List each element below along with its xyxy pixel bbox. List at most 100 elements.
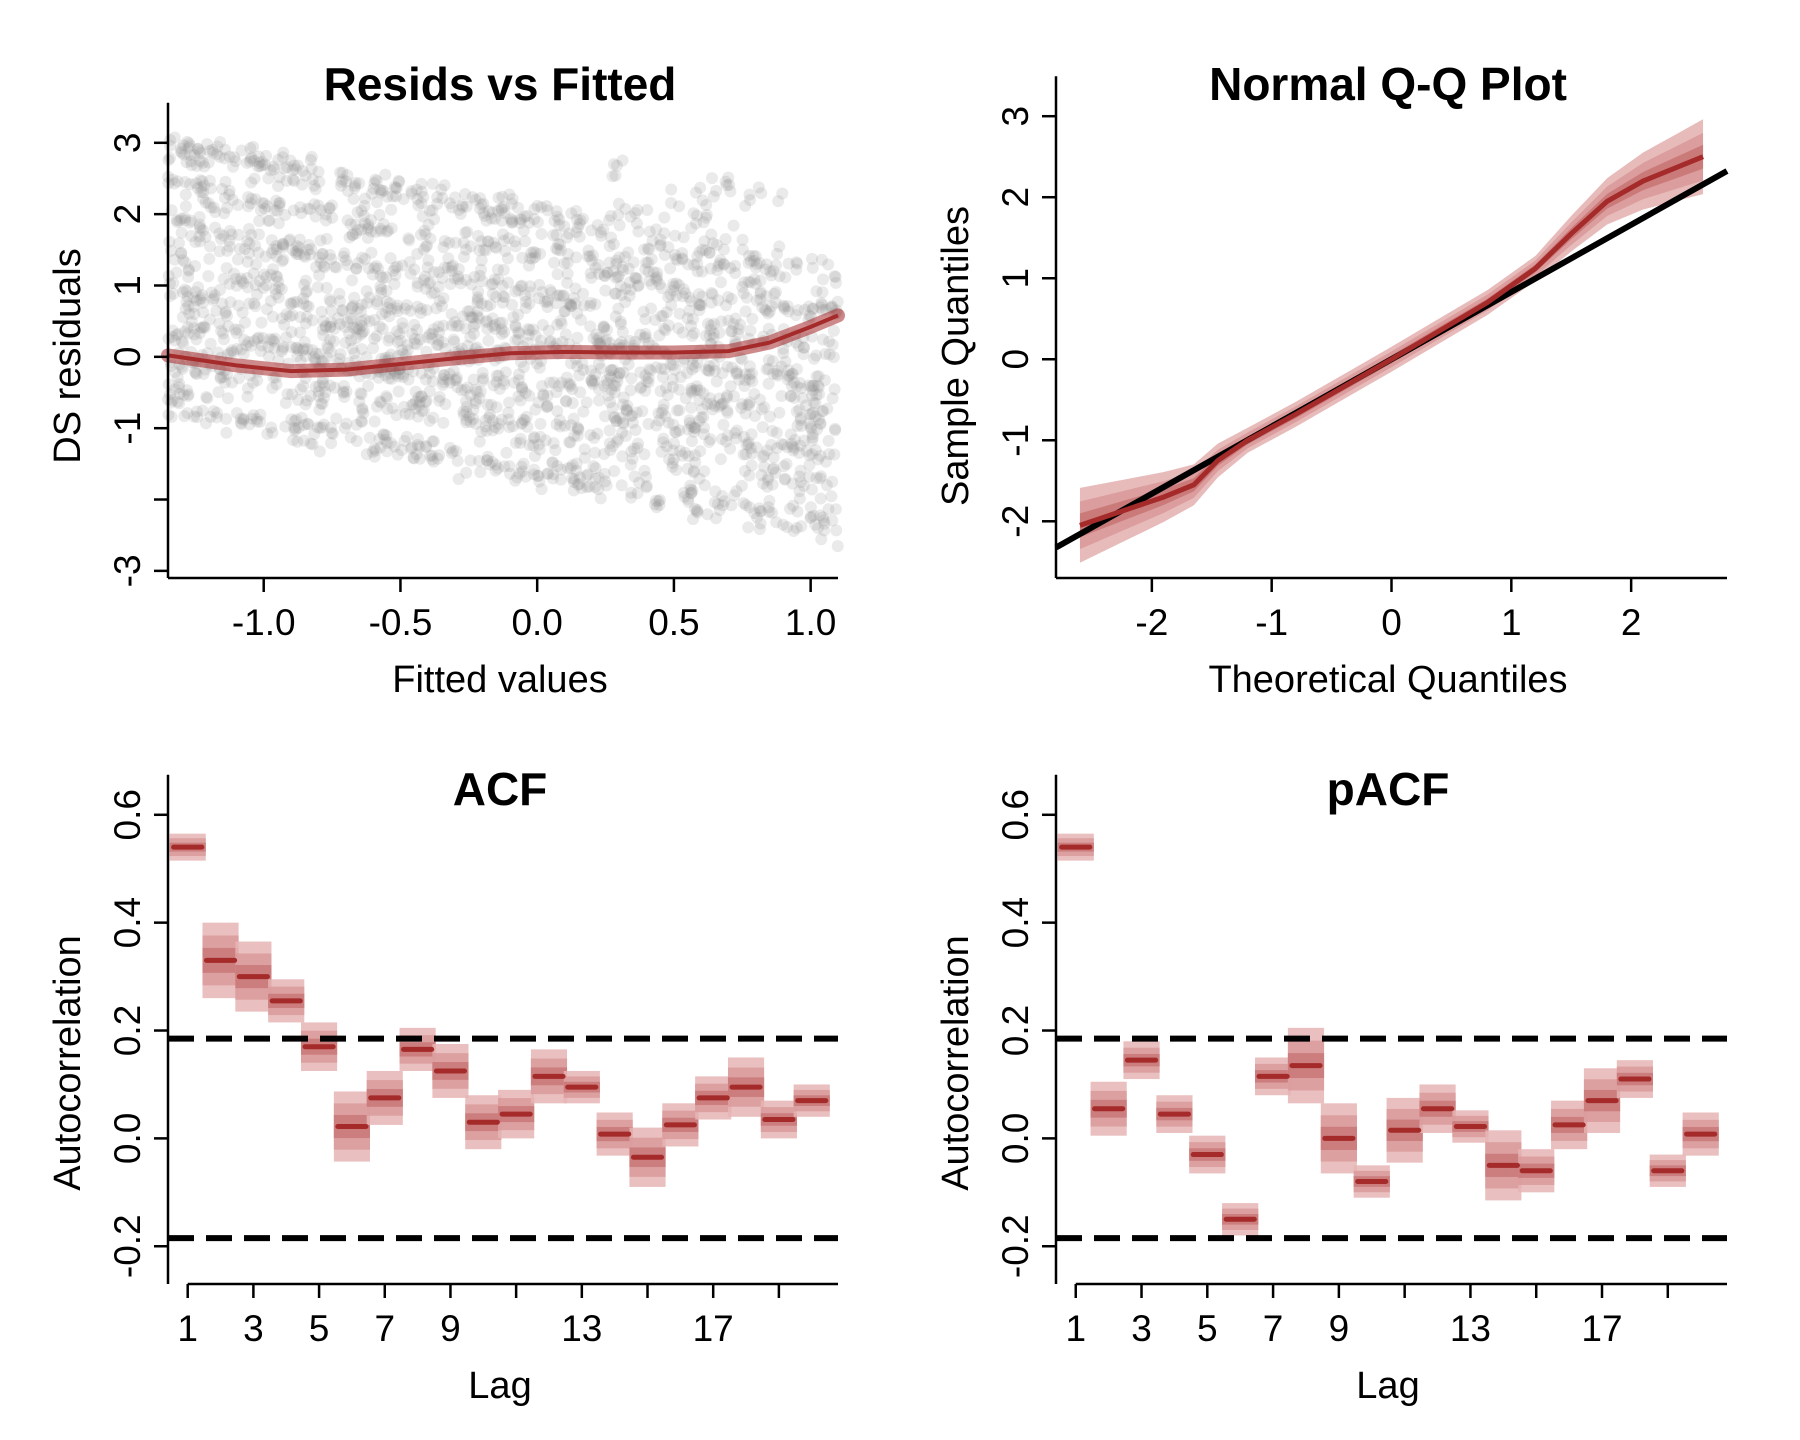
residual-point xyxy=(681,312,694,325)
residual-point xyxy=(512,390,525,403)
residual-point xyxy=(248,172,261,185)
residual-point xyxy=(574,313,587,326)
residual-point xyxy=(796,391,809,404)
residual-point xyxy=(527,323,540,336)
residual-point xyxy=(509,285,522,298)
residual-point xyxy=(424,276,437,289)
residual-point xyxy=(305,162,318,175)
residual-point xyxy=(527,468,540,481)
residual-point xyxy=(683,414,696,427)
residual-point xyxy=(666,444,679,457)
residual-point xyxy=(662,241,675,254)
residual-point xyxy=(714,276,727,289)
residual-point xyxy=(317,259,330,272)
residual-point xyxy=(698,235,711,248)
residual-point xyxy=(486,312,499,325)
residual-point xyxy=(260,271,273,284)
residual-point xyxy=(469,317,482,330)
residual-point xyxy=(753,523,766,536)
residual-point xyxy=(467,327,480,340)
residual-point xyxy=(800,399,813,412)
residual-point xyxy=(349,227,362,240)
residual-point xyxy=(356,402,369,415)
residual-point xyxy=(460,200,473,213)
residual-point xyxy=(705,319,718,332)
residual-point xyxy=(563,436,576,449)
residual-point xyxy=(393,327,406,340)
residual-point xyxy=(355,319,368,332)
residual-point xyxy=(609,271,622,284)
residual-point xyxy=(480,214,493,227)
residual-point xyxy=(507,311,520,324)
residual-point xyxy=(424,232,437,245)
residual-point xyxy=(452,263,465,276)
residual-point xyxy=(704,262,717,275)
residual-point xyxy=(632,279,645,292)
residual-point xyxy=(785,389,798,402)
residual-point xyxy=(277,253,290,266)
residual-point xyxy=(411,193,424,206)
residual-point xyxy=(787,525,800,538)
residual-point xyxy=(529,246,542,259)
residual-point xyxy=(397,193,410,206)
residual-point xyxy=(533,443,546,456)
residual-point xyxy=(194,322,207,335)
residual-point xyxy=(533,475,546,488)
residual-point xyxy=(547,376,560,389)
residual-point xyxy=(187,300,200,313)
residual-point xyxy=(761,444,774,457)
residual-point xyxy=(709,485,722,498)
residual-point xyxy=(583,250,596,263)
residual-point xyxy=(673,279,686,292)
residual-point xyxy=(657,432,670,445)
residual-point xyxy=(513,467,526,480)
residual-point xyxy=(773,406,786,419)
residual-point xyxy=(346,228,359,241)
residual-point xyxy=(564,436,577,449)
residual-point xyxy=(543,376,556,389)
residual-point xyxy=(614,318,627,331)
residual-point xyxy=(516,416,529,429)
residual-point xyxy=(599,335,612,348)
residual-point xyxy=(567,412,580,425)
residual-point xyxy=(777,299,790,312)
residual-point xyxy=(743,249,756,262)
y-tick-label: 1 xyxy=(995,268,1036,289)
residual-point xyxy=(657,322,670,335)
residual-point xyxy=(298,278,311,291)
residual-point xyxy=(606,440,619,453)
residual-point xyxy=(419,440,432,453)
residual-point xyxy=(669,229,682,242)
residual-point xyxy=(178,410,191,423)
residual-point xyxy=(724,442,737,455)
residual-point xyxy=(612,433,625,446)
residual-point xyxy=(584,429,597,442)
residual-point xyxy=(601,377,614,390)
residual-point xyxy=(501,252,514,265)
residual-point xyxy=(270,250,283,263)
residual-point xyxy=(464,310,477,323)
y-tick-label: 3 xyxy=(107,133,148,154)
residual-point xyxy=(662,416,675,429)
residual-point xyxy=(707,331,720,344)
residual-point xyxy=(407,398,420,411)
residual-point xyxy=(815,253,828,266)
y-tick-label: 0 xyxy=(995,349,1036,370)
residual-point xyxy=(490,290,503,303)
residual-point xyxy=(642,372,655,385)
residual-point xyxy=(684,483,697,496)
residual-point xyxy=(787,376,800,389)
residual-point xyxy=(437,292,450,305)
residual-point xyxy=(719,233,732,246)
residual-point xyxy=(392,174,405,187)
residual-point xyxy=(628,442,641,455)
residual-point xyxy=(805,483,818,496)
residual-point xyxy=(419,373,432,386)
residual-point xyxy=(328,260,341,273)
residual-point xyxy=(406,399,419,412)
residual-point xyxy=(239,316,252,329)
residual-point xyxy=(213,150,226,163)
residual-point xyxy=(604,371,617,384)
residual-point xyxy=(381,190,394,203)
residual-point xyxy=(681,366,694,379)
